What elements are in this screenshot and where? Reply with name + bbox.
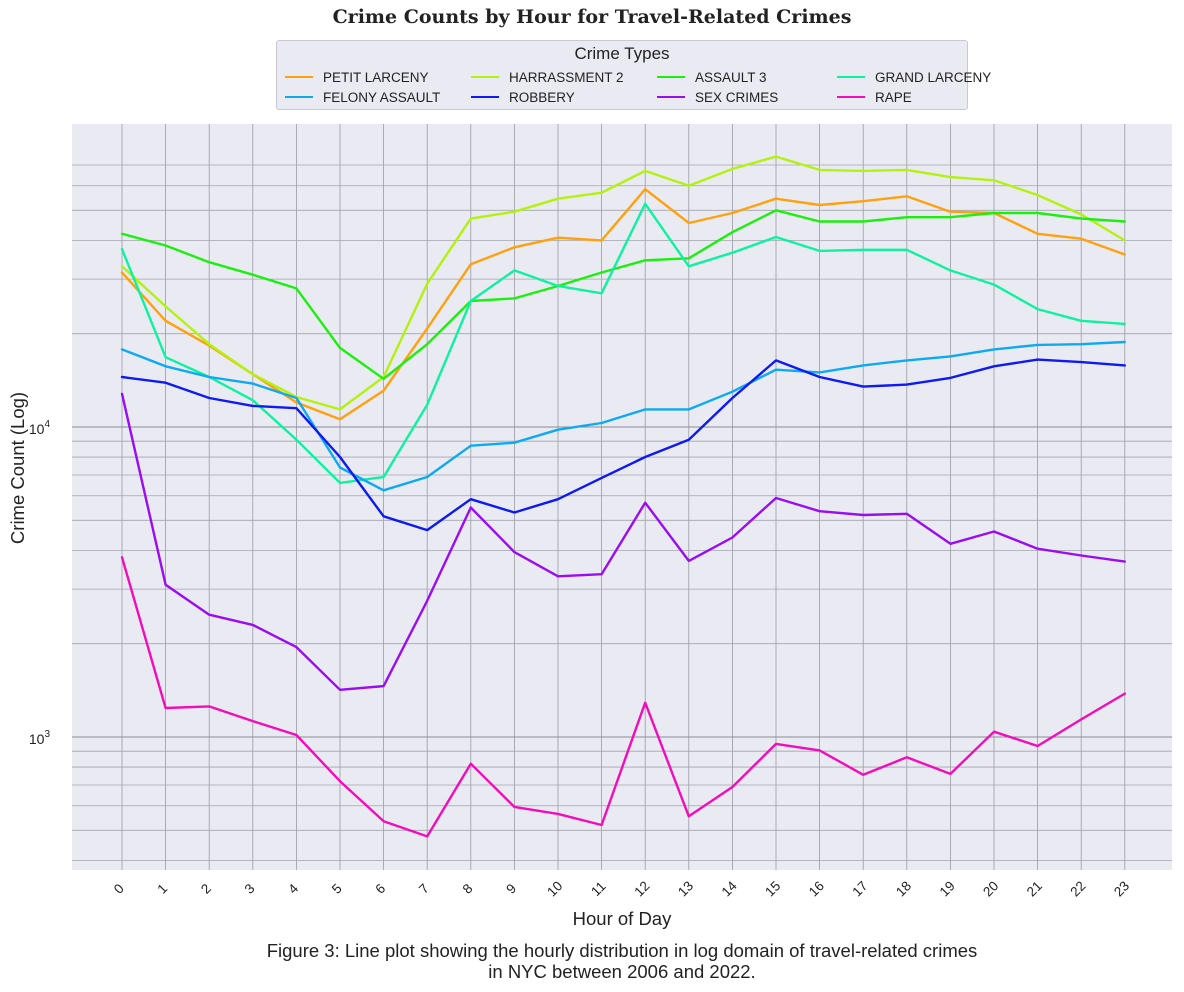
x-tick-label: 11: [588, 879, 609, 900]
figure-caption: Figure 3: Line plot showing the hourly d…: [0, 940, 1184, 982]
x-tick-label: 23: [1111, 878, 1132, 899]
series-line-robbery: [120, 358, 1127, 532]
legend-item: GRAND LARCENY: [837, 67, 991, 87]
legend-item: RAPE: [837, 87, 912, 107]
caption-line-1: Figure 3: Line plot showing the hourly d…: [266, 940, 978, 961]
chart-title: Crime Counts by Hour for Travel-Related …: [332, 6, 852, 28]
legend-swatch: [657, 76, 685, 78]
legend-item: ROBBERY: [471, 87, 575, 107]
legend-item: HARRASSMENT 2: [471, 67, 624, 87]
legend-swatch: [471, 76, 499, 78]
x-tick-label: 14: [719, 878, 741, 900]
x-tick-label: 6: [372, 881, 388, 897]
x-tick-label: 16: [806, 878, 827, 899]
caption-line-2: in NYC between 2006 and 2022.: [488, 961, 756, 982]
legend-swatch: [657, 96, 685, 98]
x-tick-label: 5: [329, 881, 345, 897]
legend-swatch: [285, 96, 313, 98]
x-tick-label: 22: [1067, 878, 1088, 899]
legend-label: ROBBERY: [509, 89, 575, 105]
y-tick-label: 104: [29, 419, 51, 437]
x-tick-label: 4: [285, 881, 301, 897]
legend-label: ASSAULT 3: [695, 69, 767, 85]
x-tick-label: 1: [154, 881, 170, 897]
series-line-sex-crimes: [120, 392, 1127, 691]
series-line-rape: [120, 556, 1127, 838]
x-tick-label: 2: [198, 881, 214, 897]
legend-label: HARRASSMENT 2: [509, 69, 624, 85]
legend-label: RAPE: [875, 89, 912, 105]
series-line-petit-larceny: [120, 187, 1127, 421]
legend-label: FELONY ASSAULT: [323, 89, 441, 105]
series-line-grand-larceny: [120, 202, 1127, 485]
legend: Crime Types PETIT LARCENY HARRASSMENT 2 AS…: [276, 40, 991, 110]
legend-swatch: [471, 96, 499, 98]
x-axis-label: Hour of Day: [573, 908, 672, 929]
x-tick-labels: 0 1 2 3 4 5 6 7 8 9 10 11 12 13 14 15 16 17 18 19 20 21 22 23: [111, 878, 1132, 900]
x-tick-label: 12: [631, 878, 652, 899]
x-tick-label: 17: [849, 878, 870, 899]
legend-label: GRAND LARCENY: [875, 69, 992, 85]
legend-label: PETIT LARCENY: [323, 69, 429, 85]
y-tick-labels: 103 104: [29, 419, 51, 747]
legend-item: PETIT LARCENY: [285, 67, 429, 87]
legend-swatch: [837, 76, 865, 78]
x-tick-label: 7: [416, 881, 432, 897]
y-tick-label: 103: [29, 729, 51, 747]
x-tick-label: 10: [544, 878, 565, 899]
series-line-assault-3: [120, 209, 1127, 380]
legend-label: SEX CRIMES: [695, 89, 779, 105]
x-tick-label: 21: [1024, 878, 1045, 899]
plot-area: [72, 124, 1172, 870]
grid-lines: [72, 124, 1172, 870]
y-axis-label: Crime Count (Log): [7, 392, 28, 544]
legend-swatch: [837, 96, 865, 98]
legend-item: ASSAULT 3: [657, 67, 767, 87]
x-tick-label: 9: [503, 881, 519, 897]
legend-swatch: [285, 76, 313, 78]
x-tick-label: 8: [460, 881, 476, 897]
x-tick-label: 20: [980, 878, 1001, 899]
series-line-felony-assault: [120, 340, 1127, 492]
x-tick-label: 13: [675, 878, 696, 899]
x-tick-label: 18: [893, 878, 914, 899]
legend-title: Crime Types: [574, 44, 670, 63]
x-tick-label: 0: [111, 881, 127, 897]
x-tick-label: 15: [762, 878, 783, 899]
series-line-harrassment-2: [120, 155, 1127, 411]
legend-item: SEX CRIMES: [657, 87, 778, 107]
legend-item: FELONY ASSAULT: [285, 87, 440, 107]
x-tick-label: 19: [937, 878, 958, 899]
x-tick-label: 3: [242, 881, 258, 897]
series-lines: [120, 155, 1127, 838]
